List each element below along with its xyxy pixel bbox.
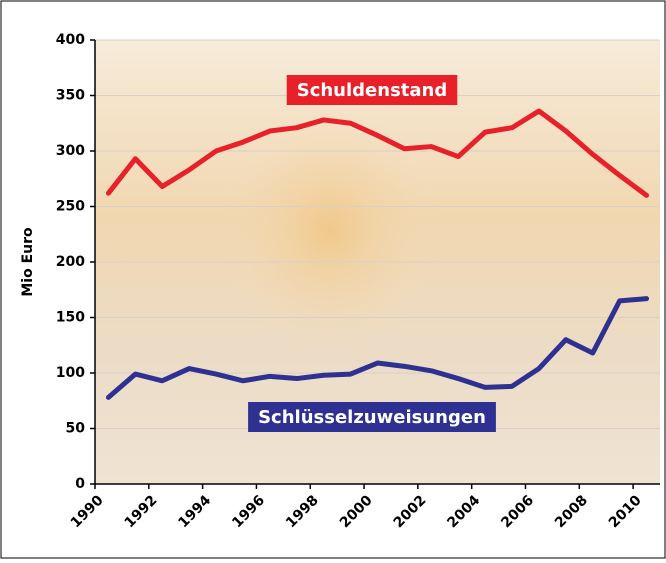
y-tick-label: 400 — [56, 32, 85, 48]
y-tick-label: 150 — [56, 310, 85, 326]
y-tick-label: 300 — [56, 143, 85, 159]
series-label: Schlüsselzuweisungen — [258, 407, 486, 428]
y-tick-label: 350 — [56, 88, 85, 104]
y-axis-label: Mio Euro — [20, 227, 36, 297]
y-tick-label: 250 — [56, 199, 85, 215]
y-tick-label: 50 — [66, 421, 86, 437]
y-tick-label: 0 — [75, 476, 85, 492]
series-label: Schuldenstand — [297, 80, 448, 101]
background-decor — [220, 110, 440, 350]
y-tick-label: 200 — [56, 254, 85, 270]
y-tick-label: 100 — [56, 365, 85, 381]
chart: Mio Euro 0501001502002503003504001990199… — [0, 0, 666, 559]
